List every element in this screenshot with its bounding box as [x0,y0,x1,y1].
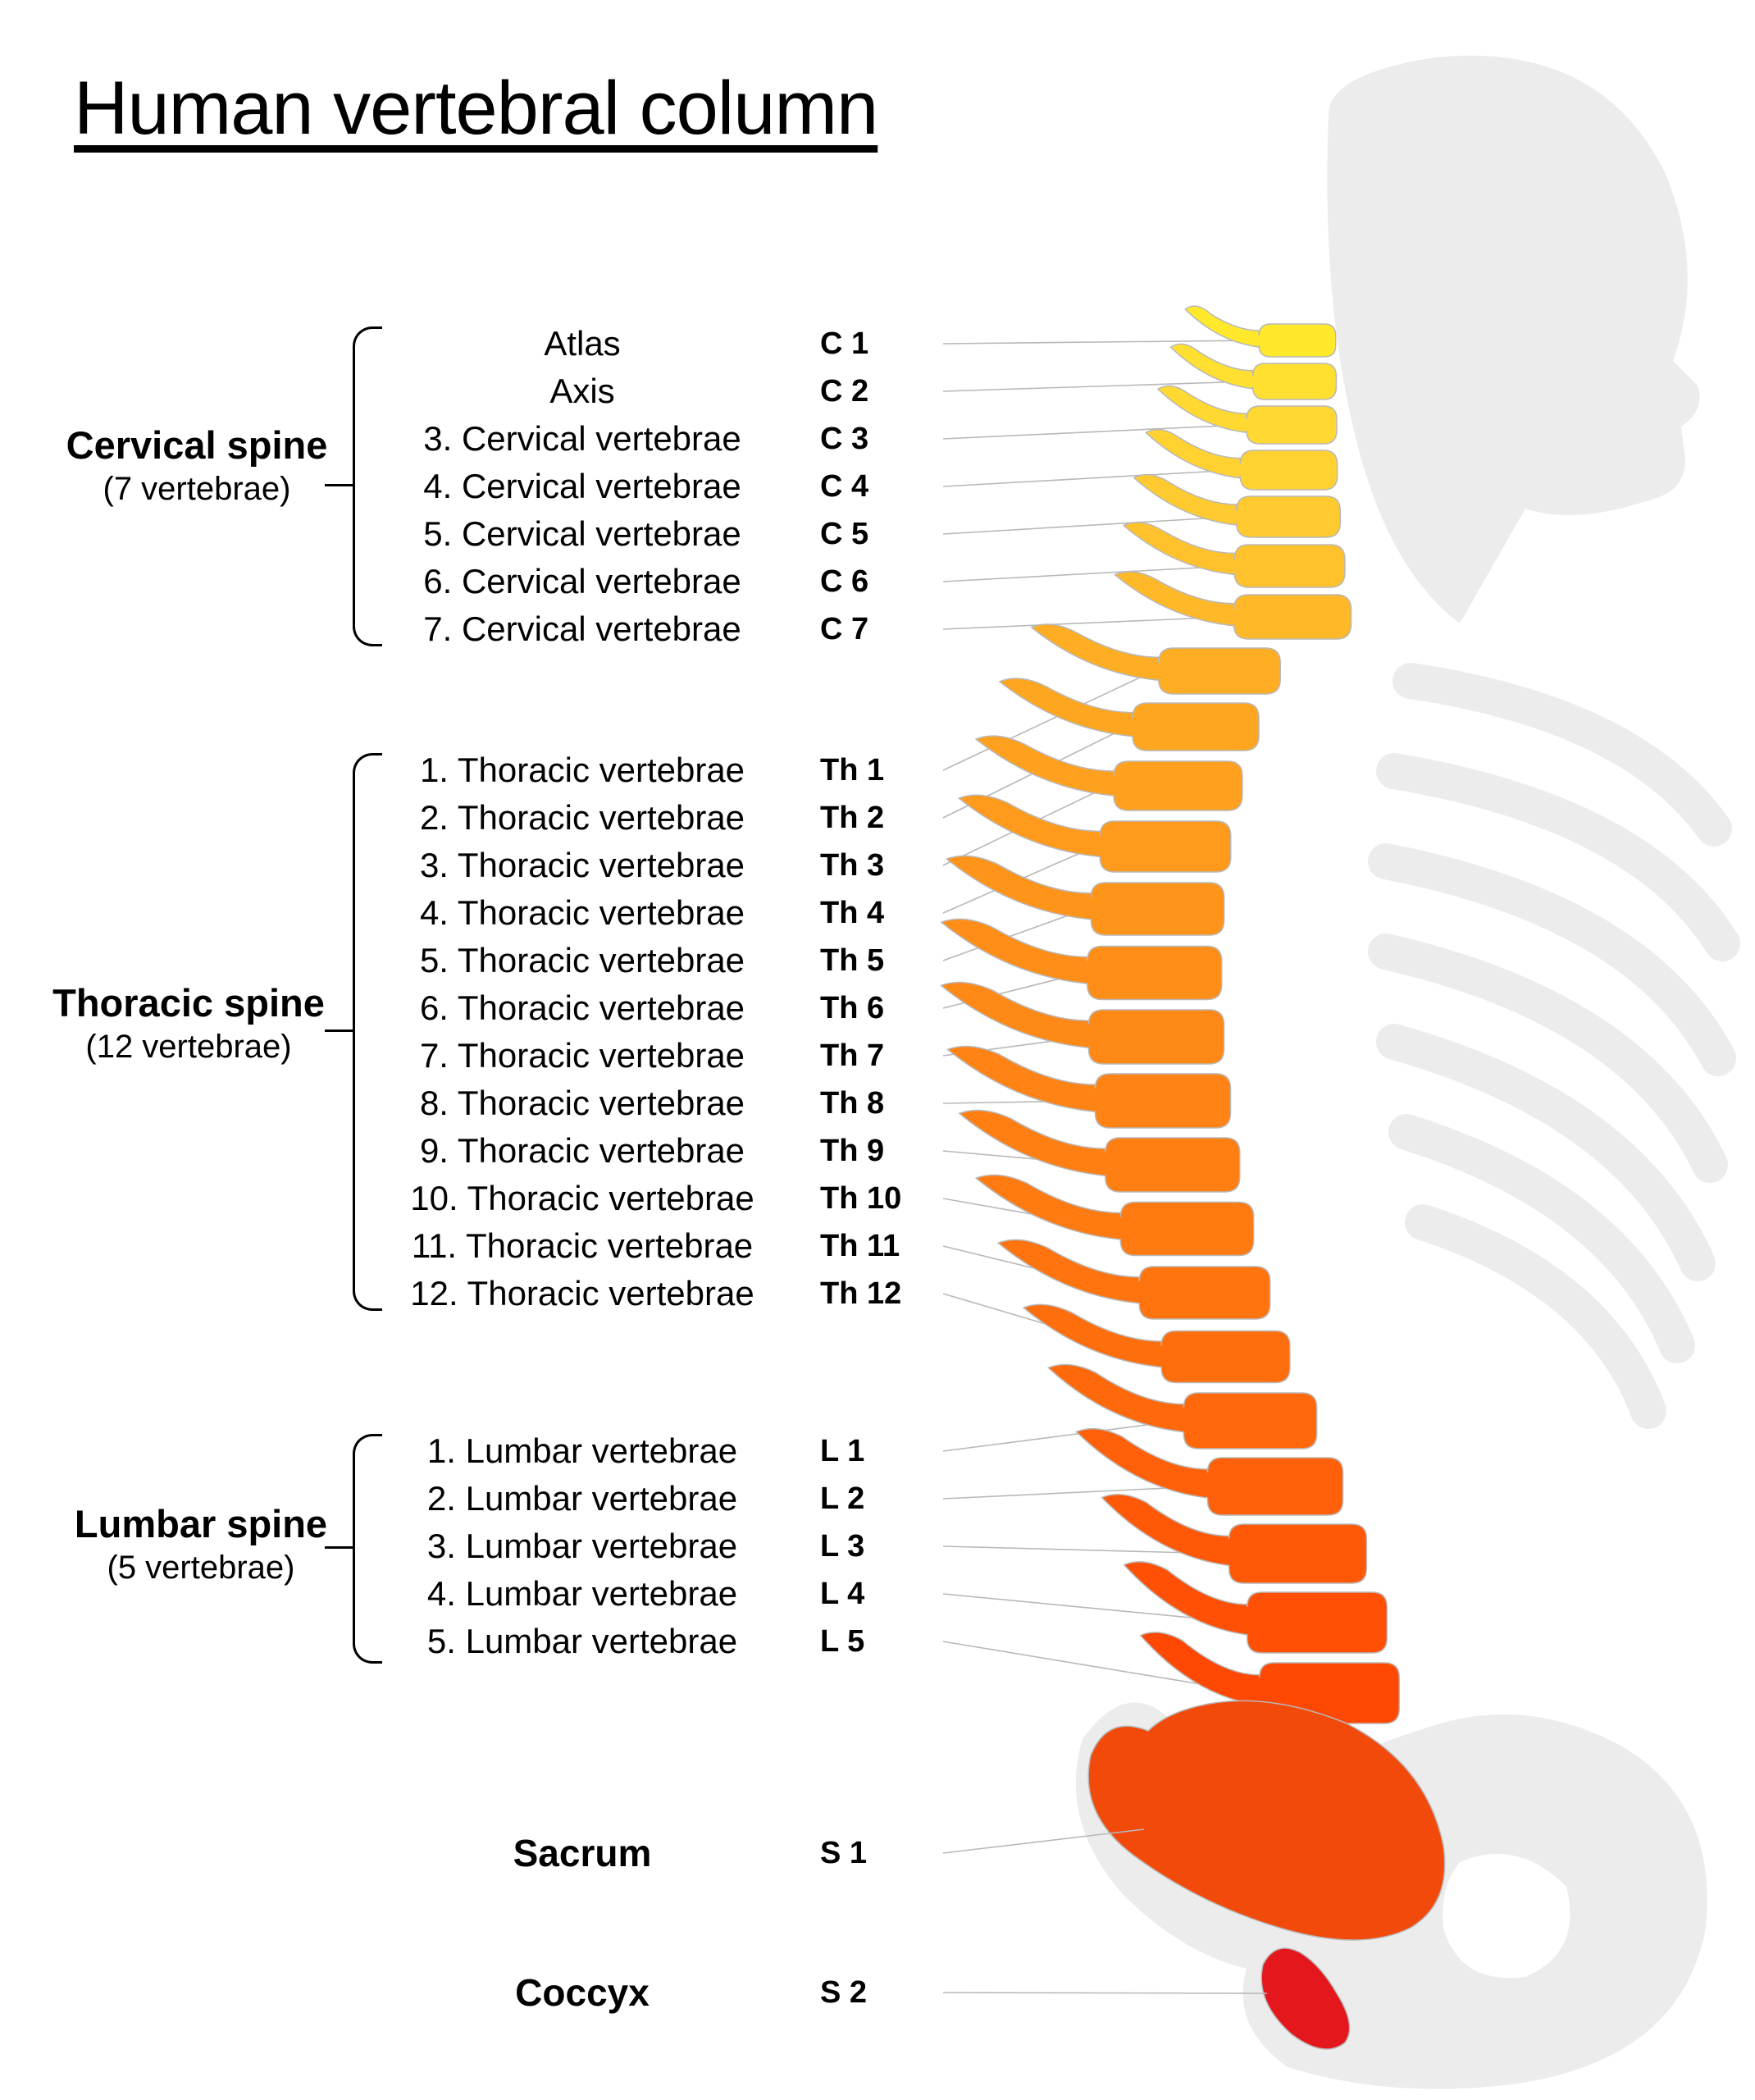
vert-row: 9. Thoracic vertebrae Th 9 [394,1127,943,1175]
vert-name: Axis [394,372,771,411]
vert-name: 8. Thoracic vertebrae [394,1084,771,1123]
vert-name: 3. Cervical vertebrae [394,419,771,459]
vert-name: 9. Thoracic vertebrae [394,1131,771,1171]
vert-row: 5. Cervical vertebrae C 5 [394,510,943,558]
vert-row: 3. Thoracic vertebrae Th 3 [394,842,943,889]
vert-row: 6. Thoracic vertebrae Th 6 [394,984,943,1032]
section-name: Thoracic spine [49,980,328,1025]
vert-name: 1. Lumbar vertebrae [394,1431,771,1471]
vert-row: 7. Cervical vertebrae C 7 [394,605,943,653]
vert-name: 3. Thoracic vertebrae [394,846,771,885]
bracket-tail-lumbar [325,1546,353,1549]
vert-name: 3. Lumbar vertebrae [394,1527,771,1566]
vert-name: 11. Thoracic vertebrae [394,1226,771,1266]
vert-code: Th 11 [820,1229,943,1264]
vert-row: 8. Thoracic vertebrae Th 8 [394,1080,943,1127]
vert-row: 12. Thoracic vertebrae Th 12 [394,1270,943,1317]
vert-name: 7. Thoracic vertebrae [394,1036,771,1075]
section-count: (12 vertebrae) [49,1029,328,1066]
vert-code: C 6 [820,564,943,600]
vert-row: Atlas C 1 [394,320,943,368]
section-count: (7 vertebrae) [57,471,336,508]
vert-code: L 1 [820,1434,943,1469]
vert-row: 2. Lumbar vertebrae L 2 [394,1475,943,1522]
vert-code: Th 7 [820,1039,943,1074]
vert-row: 1. Thoracic vertebrae Th 1 [394,746,943,794]
vert-row: 5. Lumbar vertebrae L 5 [394,1618,943,1665]
vert-name: 6. Thoracic vertebrae [394,988,771,1028]
vert-row: 3. Cervical vertebrae C 3 [394,415,943,463]
vert-code: Th 12 [820,1276,943,1312]
vert-code: Th 10 [820,1181,943,1217]
vert-code: L 5 [820,1624,943,1659]
vert-row: 5. Thoracic vertebrae Th 5 [394,937,943,984]
vert-name: 5. Thoracic vertebrae [394,941,771,980]
vert-code: L 4 [820,1577,943,1612]
section-label-cervical: Cervical spine(7 vertebrae) [57,422,336,508]
vert-code: C 3 [820,422,943,457]
vert-name: 5. Cervical vertebrae [394,514,771,554]
bracket-tail-thoracic [325,1029,353,1032]
vert-name: 10. Thoracic vertebrae [394,1179,771,1218]
vert-code: Th 3 [820,848,943,883]
page-title: Human vertebral column [74,66,878,152]
vert-name: 2. Thoracic vertebrae [394,798,771,838]
vert-row: 2. Thoracic vertebrae Th 2 [394,794,943,842]
vert-code: Th 9 [820,1134,943,1169]
vert-code: C 1 [820,326,943,362]
vert-name: 12. Thoracic vertebrae [394,1274,771,1313]
vert-code: Th 6 [820,991,943,1026]
bracket-tail-cervical [325,484,353,486]
vert-name: Atlas [394,324,771,363]
vert-name: 1. Thoracic vertebrae [394,751,771,790]
vert-row: 6. Cervical vertebrae C 6 [394,558,943,605]
terminal-name: Coccyx [394,1970,771,2015]
vert-row: Sacrum S 1 [394,1829,943,1877]
vert-name: 4. Cervical vertebrae [394,467,771,506]
vert-row: 4. Lumbar vertebrae L 4 [394,1570,943,1618]
section-label-lumbar: Lumbar spine (5 vertebrae) [62,1501,340,1586]
terminal-code: S 2 [820,1975,943,2011]
vert-code: Th 2 [820,801,943,836]
vert-code: L 3 [820,1529,943,1564]
vert-code: Th 8 [820,1086,943,1121]
vert-code: C 4 [820,469,943,504]
vert-code: Th 1 [820,753,943,788]
bracket-thoracic [353,753,382,1311]
section-name: Lumbar spine [62,1501,340,1546]
bracket-lumbar [353,1434,382,1664]
vert-row: Axis C 2 [394,368,943,415]
vert-code: Th 5 [820,943,943,979]
section-label-thoracic: Thoracic spine (12 vertebrae) [49,980,328,1066]
vert-row: 7. Thoracic vertebrae Th 7 [394,1032,943,1080]
vert-row: 4. Thoracic vertebrae Th 4 [394,889,943,937]
vert-name: 2. Lumbar vertebrae [394,1479,771,1518]
vert-name: 4. Thoracic vertebrae [394,893,771,933]
vert-row: 10. Thoracic vertebrae Th 10 [394,1175,943,1222]
vert-code: L 2 [820,1481,943,1517]
section-name: Cervical spine [57,422,336,468]
section-count: (5 vertebrae) [62,1550,340,1586]
vert-name: 7. Cervical vertebrae [394,609,771,649]
vert-name: 4. Lumbar vertebrae [394,1574,771,1614]
terminal-name: Sacrum [394,1831,771,1875]
vert-row: 11. Thoracic vertebrae Th 11 [394,1222,943,1270]
vert-code: Th 4 [820,896,943,931]
vert-name: 6. Cervical vertebrae [394,562,771,601]
vert-row: 1. Lumbar vertebrae L 1 [394,1427,943,1475]
vert-row: 3. Lumbar vertebrae L 3 [394,1522,943,1570]
vert-code: C 7 [820,612,943,647]
vert-code: C 2 [820,374,943,409]
vert-name: 5. Lumbar vertebrae [394,1622,771,1661]
bracket-cervical [353,326,382,646]
vert-code: C 5 [820,517,943,552]
terminal-code: S 1 [820,1836,943,1871]
vert-row: Coccyx S 2 [394,1969,943,2016]
vert-row: 4. Cervical vertebrae C 4 [394,463,943,510]
